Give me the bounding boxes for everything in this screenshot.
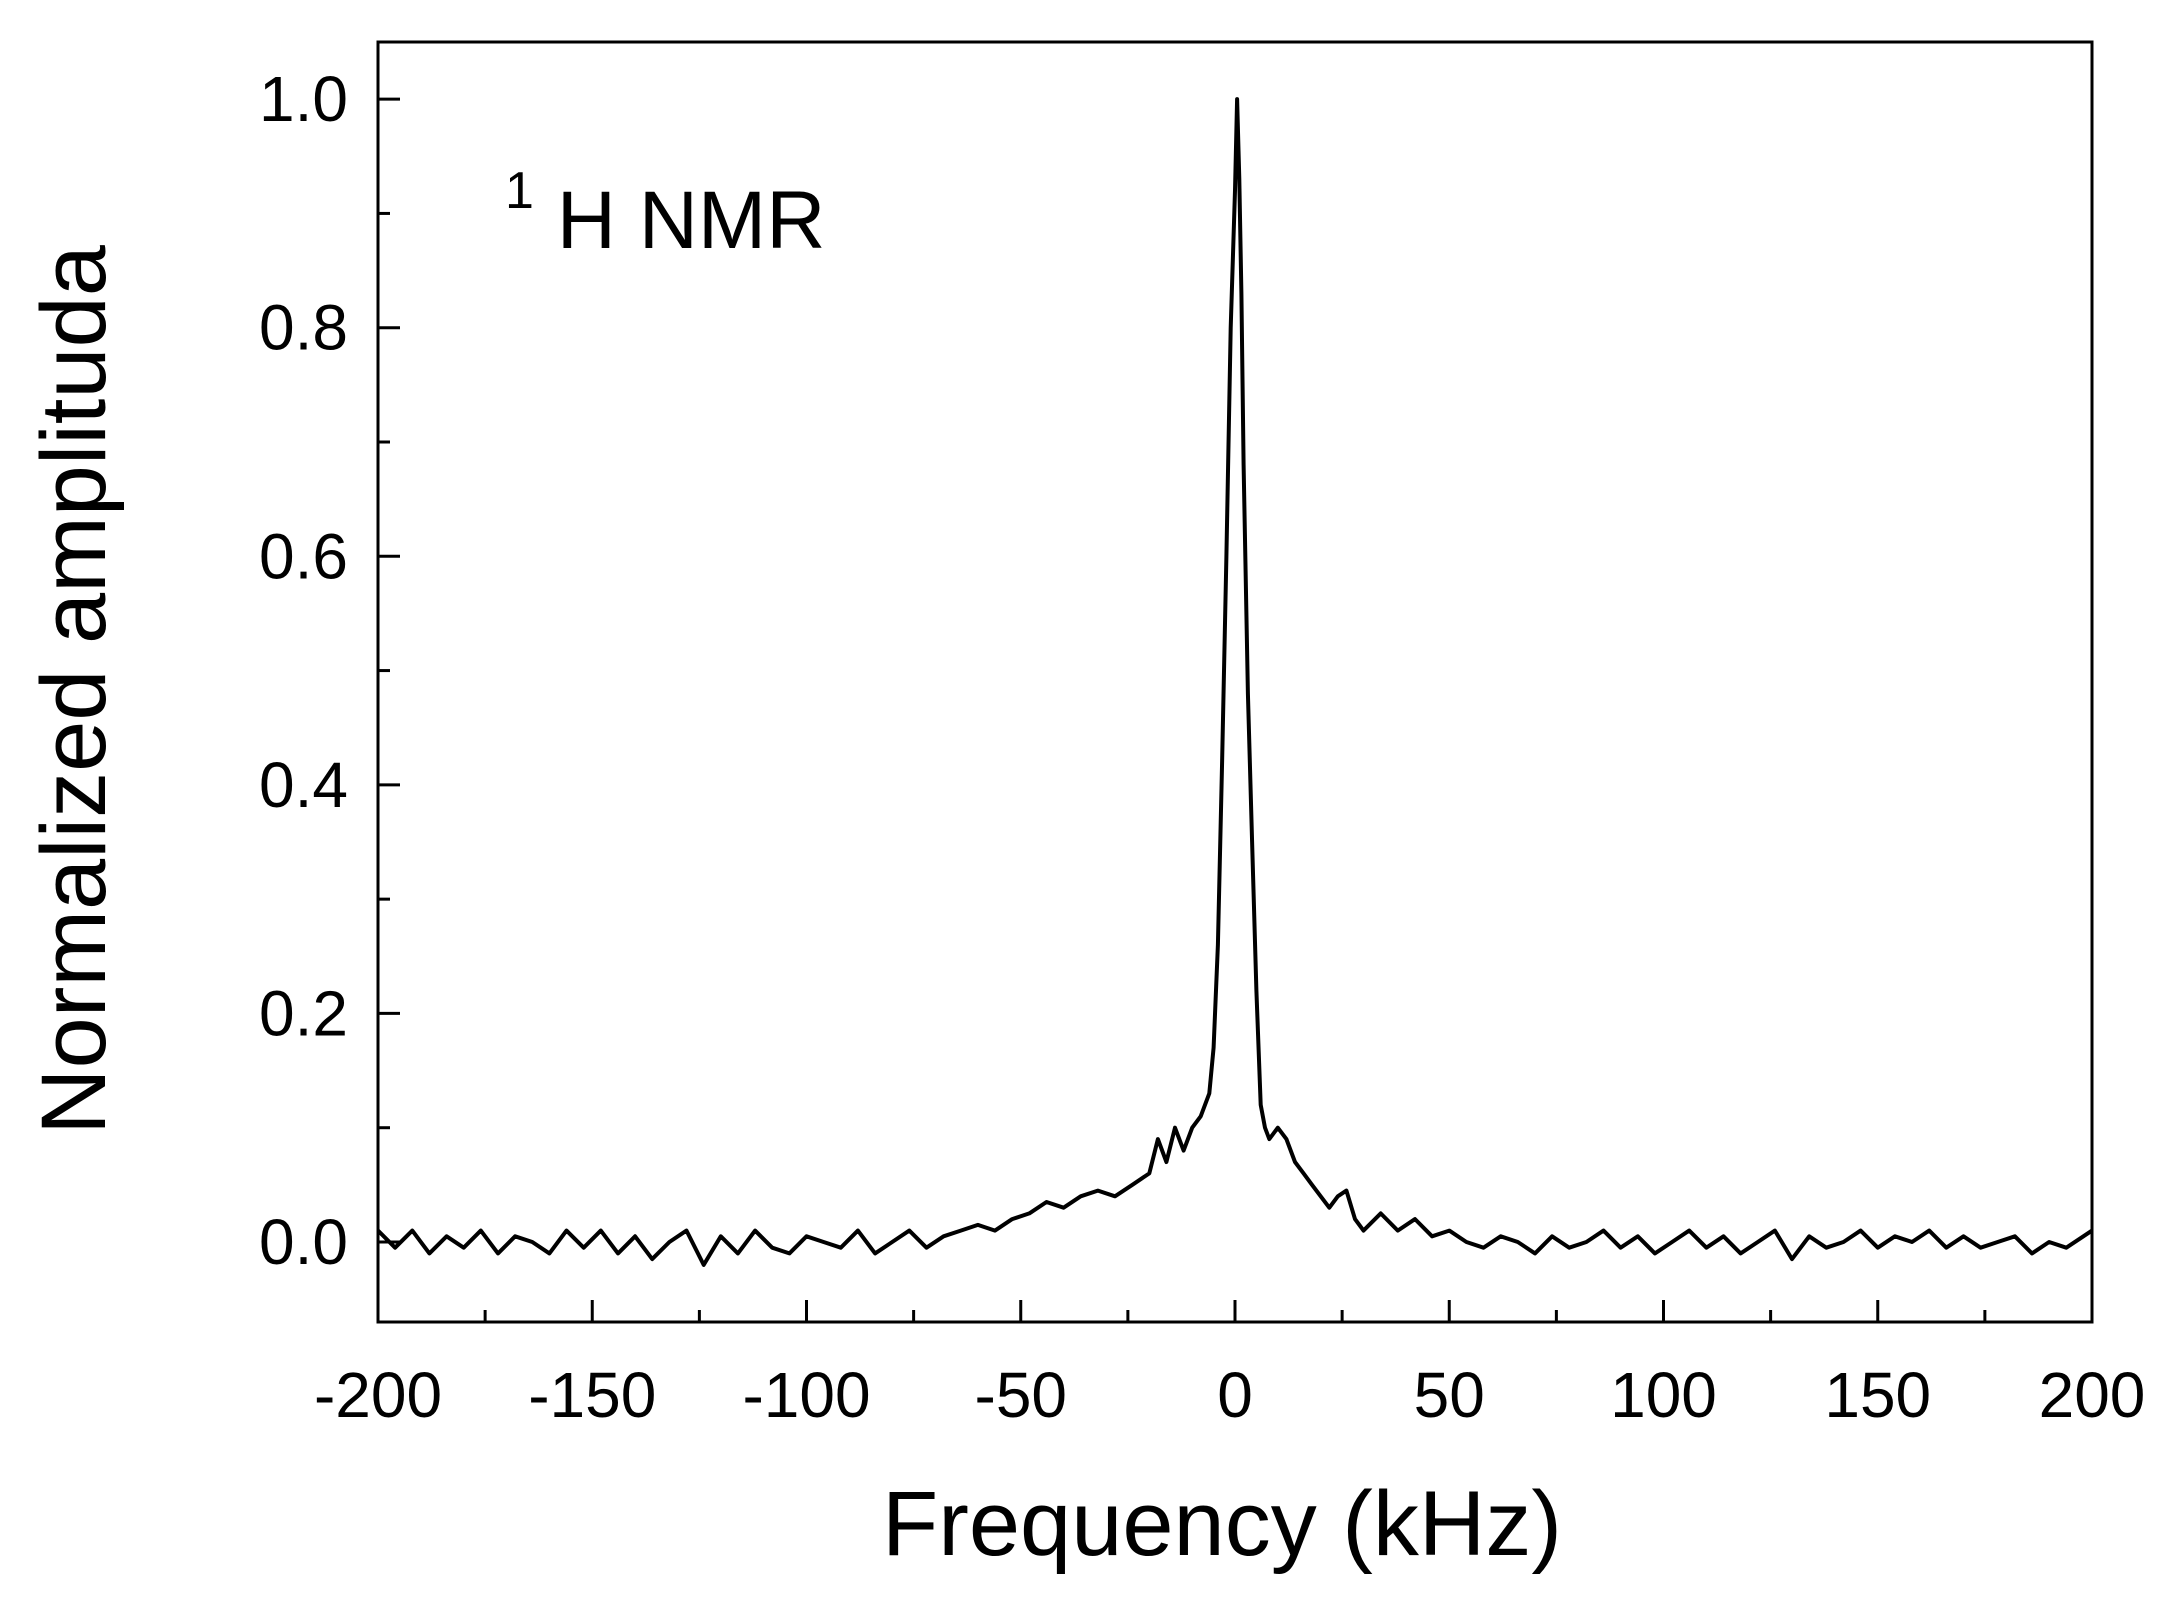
y-tick-label: 1.0 <box>259 63 348 135</box>
x-axis-label: Frequency (kHz) <box>882 1473 1562 1575</box>
y-tick-label: 0.6 <box>259 520 348 592</box>
x-tick-label: 200 <box>2039 1359 2146 1431</box>
x-tick-label: 150 <box>1824 1359 1931 1431</box>
ticks-layer: -200 -150 -100 -50 0 50 100 150 200 0.0 0.2 0.4 0.6 0… <box>259 63 2145 1431</box>
x-tick-label: -150 <box>528 1359 656 1431</box>
x-tick-label: 100 <box>1610 1359 1717 1431</box>
spectrum-line <box>376 97 2094 1267</box>
nmr-annotation: 1 H NMR <box>505 135 825 266</box>
x-tick-label: -200 <box>314 1359 442 1431</box>
annotation-superscript: 1 <box>505 162 534 220</box>
x-tick-label: 50 <box>1414 1359 1485 1431</box>
x-tick-label: -50 <box>975 1359 1068 1431</box>
x-tick-label: 0 <box>1217 1359 1253 1431</box>
y-tick-label: 0.2 <box>259 977 348 1049</box>
y-tick-label: 0.4 <box>259 749 348 821</box>
series-layer <box>376 97 2094 1267</box>
y-axis-label: Normalized amplituda <box>23 244 125 1135</box>
y-tick-label: 0.0 <box>259 1206 348 1278</box>
annotation-label: H NMR <box>557 175 826 266</box>
y-tick-label: 0.8 <box>259 292 348 364</box>
x-tick-label: -100 <box>742 1359 870 1431</box>
